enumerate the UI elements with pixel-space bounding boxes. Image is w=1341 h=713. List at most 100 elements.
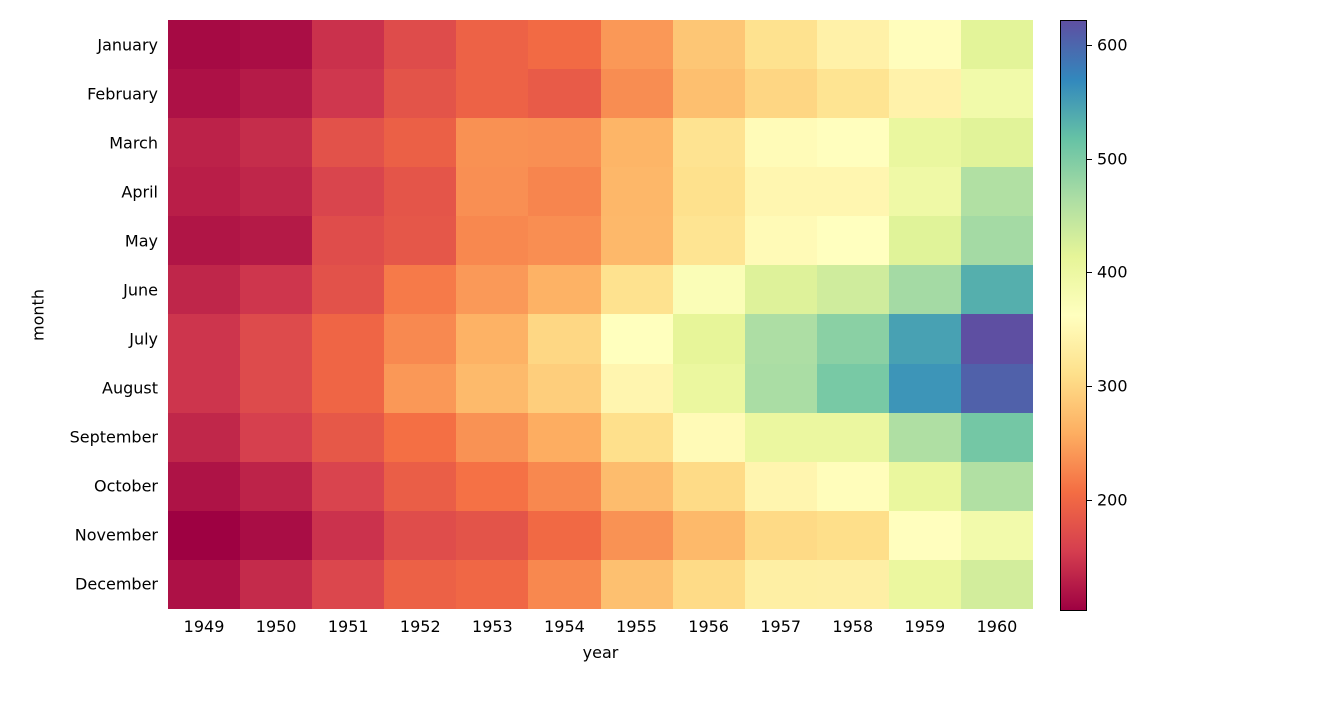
heatmap-cell	[528, 511, 600, 560]
x-tick-label: 1958	[832, 617, 873, 636]
heatmap-cell	[384, 20, 456, 69]
x-tick-label: 1953	[472, 617, 513, 636]
heatmap-cell	[312, 167, 384, 216]
heatmap-cell	[601, 314, 673, 363]
heatmap-cell	[601, 413, 673, 462]
heatmap-cell	[456, 511, 528, 560]
heatmap-cell	[745, 413, 817, 462]
heatmap-cell	[745, 118, 817, 167]
heatmap-cell	[168, 265, 240, 314]
heatmap-cell	[745, 69, 817, 118]
heatmap-cell	[456, 118, 528, 167]
heatmap-cell	[312, 265, 384, 314]
heatmap-cell	[168, 69, 240, 118]
heatmap-cell	[528, 167, 600, 216]
heatmap-cell	[384, 511, 456, 560]
colorbar-tick-label: 300	[1097, 377, 1128, 396]
x-tick-label: 1954	[544, 617, 585, 636]
heatmap-cell	[673, 167, 745, 216]
heatmap-cell	[168, 511, 240, 560]
heatmap-cell	[601, 20, 673, 69]
heatmap-cell	[817, 511, 889, 560]
heatmap-cell	[673, 69, 745, 118]
heatmap-cell	[601, 462, 673, 511]
y-tick-label: June	[123, 280, 158, 299]
heatmap-cell	[817, 167, 889, 216]
heatmap-cell	[456, 413, 528, 462]
heatmap-cell	[601, 560, 673, 609]
heatmap-cell	[312, 69, 384, 118]
heatmap-cell	[961, 216, 1033, 265]
x-tick-label: 1955	[616, 617, 657, 636]
heatmap-cell	[961, 69, 1033, 118]
colorbar-tick-mark	[1086, 45, 1092, 46]
heatmap-cell	[168, 413, 240, 462]
x-tick-label: 1949	[184, 617, 225, 636]
x-tick-label: 1959	[905, 617, 946, 636]
colorbar-tick-label: 600	[1097, 36, 1128, 55]
x-tick-label: 1956	[688, 617, 729, 636]
heatmap-cell	[168, 167, 240, 216]
heatmap-cell	[384, 118, 456, 167]
heatmap-cell	[528, 462, 600, 511]
heatmap-cell	[889, 216, 961, 265]
heatmap-cell	[889, 511, 961, 560]
heatmap-cell	[528, 69, 600, 118]
heatmap-cell	[889, 560, 961, 609]
heatmap-cell	[817, 69, 889, 118]
heatmap-cell	[961, 560, 1033, 609]
y-tick-label: July	[129, 330, 158, 349]
y-tick-label: December	[75, 575, 158, 594]
heatmap-cell	[240, 314, 312, 363]
heatmap-cell	[456, 216, 528, 265]
heatmap-cell	[168, 216, 240, 265]
y-tick-label: January	[97, 35, 158, 54]
y-tick-label: October	[94, 477, 158, 496]
heatmap-cell	[673, 511, 745, 560]
figure: 1949195019511952195319541955195619571958…	[0, 0, 1341, 713]
heatmap-cell	[745, 364, 817, 413]
heatmap-cell	[384, 265, 456, 314]
heatmap-cell	[528, 413, 600, 462]
heatmap-cell	[889, 314, 961, 363]
heatmap-cell	[168, 20, 240, 69]
heatmap-cell	[961, 462, 1033, 511]
heatmap-cell	[240, 462, 312, 511]
y-tick-label: November	[75, 526, 158, 545]
heatmap-cell	[240, 118, 312, 167]
heatmap-cell	[961, 413, 1033, 462]
colorbar	[1060, 20, 1087, 611]
heatmap-cell	[673, 364, 745, 413]
heatmap-cell	[456, 560, 528, 609]
heatmap-cell	[889, 462, 961, 511]
heatmap-cell	[817, 216, 889, 265]
heatmap-cell	[384, 560, 456, 609]
y-tick-label: March	[109, 133, 158, 152]
heatmap-cell	[168, 462, 240, 511]
heatmap-cell	[817, 314, 889, 363]
heatmap-cell	[168, 364, 240, 413]
heatmap-cell	[889, 413, 961, 462]
heatmap-cell	[384, 167, 456, 216]
heatmap-cell	[384, 413, 456, 462]
heatmap-cell	[312, 216, 384, 265]
heatmap-cell	[601, 69, 673, 118]
heatmap-cell	[601, 118, 673, 167]
heatmap-cell	[528, 118, 600, 167]
heatmap-cell	[456, 167, 528, 216]
heatmap-cell	[745, 560, 817, 609]
heatmap-cell	[601, 364, 673, 413]
x-tick-label: 1952	[400, 617, 441, 636]
heatmap-cell	[601, 167, 673, 216]
heatmap-cell	[961, 364, 1033, 413]
heatmap-cell	[240, 69, 312, 118]
heatmap-cell	[889, 265, 961, 314]
heatmap-cell	[384, 364, 456, 413]
heatmap-cell	[817, 560, 889, 609]
x-tick-label: 1951	[328, 617, 369, 636]
heatmap-cell	[312, 314, 384, 363]
heatmap-cell	[817, 364, 889, 413]
heatmap-cell	[312, 118, 384, 167]
heatmap-cell	[889, 167, 961, 216]
y-tick-label: September	[70, 428, 158, 447]
